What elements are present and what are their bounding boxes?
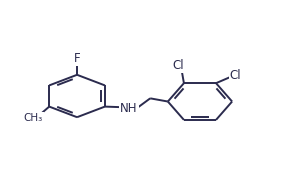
Text: Cl: Cl [230,69,241,82]
Text: NH: NH [120,102,138,115]
Text: F: F [74,52,80,65]
Text: Cl: Cl [172,59,184,72]
Text: CH₃: CH₃ [24,113,43,123]
